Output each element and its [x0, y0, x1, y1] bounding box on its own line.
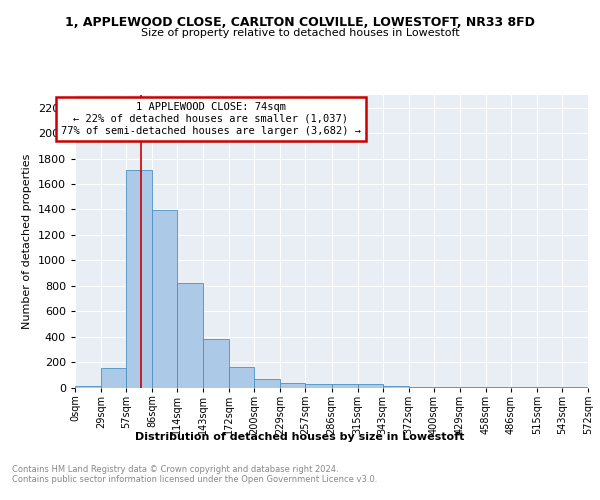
Bar [126, 170, 152, 388]
Bar [305, 384, 332, 388]
Bar [460, 387, 486, 388]
Bar [434, 387, 460, 388]
Y-axis label: Number of detached properties: Number of detached properties [22, 154, 32, 329]
Bar [101, 368, 126, 388]
Bar [280, 383, 305, 388]
Bar [562, 387, 588, 388]
Text: Contains HM Land Registry data © Crown copyright and database right 2024.
Contai: Contains HM Land Registry data © Crown c… [12, 465, 377, 484]
Bar [358, 384, 383, 388]
Text: Size of property relative to detached houses in Lowestoft: Size of property relative to detached ho… [140, 28, 460, 38]
Bar [177, 282, 203, 388]
Bar [75, 386, 101, 388]
Bar [203, 338, 229, 388]
Bar [511, 387, 537, 388]
Bar [409, 387, 434, 388]
Bar [152, 210, 177, 388]
Bar [486, 387, 511, 388]
Text: 1 APPLEWOOD CLOSE: 74sqm
← 22% of detached houses are smaller (1,037)
77% of sem: 1 APPLEWOOD CLOSE: 74sqm ← 22% of detach… [61, 102, 361, 136]
Bar [383, 386, 409, 388]
Bar [537, 387, 562, 388]
Bar [229, 367, 254, 388]
Bar [254, 379, 280, 388]
Text: Distribution of detached houses by size in Lowestoft: Distribution of detached houses by size … [136, 432, 464, 442]
Bar [331, 384, 358, 388]
Text: 1, APPLEWOOD CLOSE, CARLTON COLVILLE, LOWESTOFT, NR33 8FD: 1, APPLEWOOD CLOSE, CARLTON COLVILLE, LO… [65, 16, 535, 29]
